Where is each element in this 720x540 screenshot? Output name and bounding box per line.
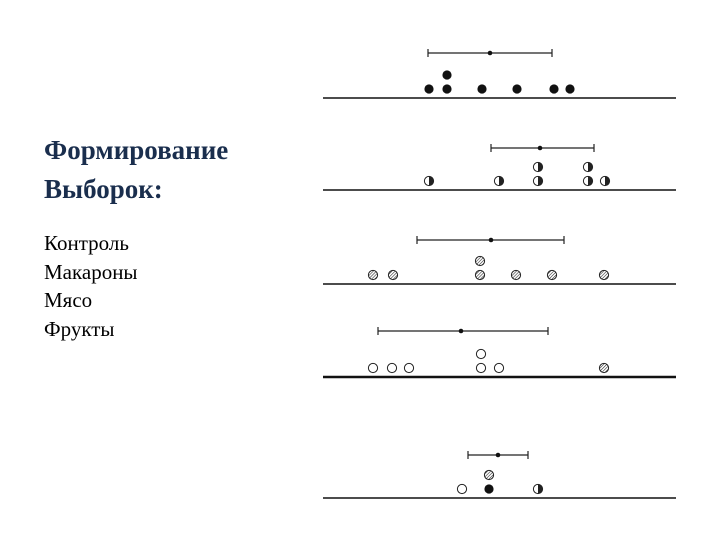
group-list: Контроль Макароны Мясо Фрукты xyxy=(44,229,294,343)
data-point xyxy=(512,84,522,94)
data-point xyxy=(493,362,505,374)
data-point xyxy=(442,84,452,94)
group-item-pasta: Макароны xyxy=(44,259,138,284)
data-point xyxy=(582,161,594,173)
data-point xyxy=(532,175,544,187)
data-point xyxy=(532,483,544,495)
data-point xyxy=(475,348,487,360)
data-point xyxy=(423,175,435,187)
data-point xyxy=(387,269,399,281)
data-point xyxy=(598,362,610,374)
diagram-row-population xyxy=(323,49,676,99)
data-point xyxy=(475,362,487,374)
data-point xyxy=(546,269,558,281)
mean-marker xyxy=(495,452,501,458)
data-point xyxy=(483,469,495,481)
data-point xyxy=(565,84,575,94)
data-point xyxy=(582,175,594,187)
group-item-fruit: Фрукты xyxy=(44,316,115,341)
slide-title: Формирование Выборок: xyxy=(44,135,229,204)
data-point xyxy=(403,362,415,374)
data-point xyxy=(510,269,522,281)
data-point xyxy=(456,483,468,495)
slide-text-panel: Формирование Выборок: Контроль Макароны … xyxy=(44,131,294,343)
data-point xyxy=(549,84,559,94)
mean-marker xyxy=(458,328,464,334)
data-point xyxy=(599,175,611,187)
data-point xyxy=(598,269,610,281)
data-point xyxy=(477,84,487,94)
diagram-row-sample-2 xyxy=(323,236,676,285)
data-point xyxy=(424,84,434,94)
data-point xyxy=(493,175,505,187)
data-point xyxy=(442,70,452,80)
group-item-meat: Мясо xyxy=(44,288,93,312)
mean-marker xyxy=(537,145,543,151)
data-point xyxy=(367,269,379,281)
diagram-row-sample-4 xyxy=(323,451,676,499)
group-item-control: Контроль xyxy=(44,231,129,255)
data-point xyxy=(474,255,486,267)
mean-marker xyxy=(487,50,493,56)
data-point xyxy=(474,269,486,281)
data-point xyxy=(484,484,494,494)
diagram-row-sample-3 xyxy=(323,327,676,379)
data-point xyxy=(367,362,379,374)
data-point xyxy=(386,362,398,374)
diagram-row-sample-1 xyxy=(323,144,676,191)
mean-marker xyxy=(488,237,494,243)
data-point xyxy=(532,161,544,173)
